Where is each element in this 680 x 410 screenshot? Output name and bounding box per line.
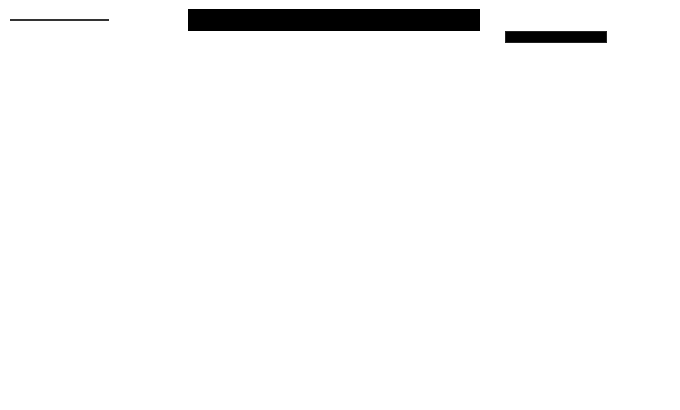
tcr-tracking-legend bbox=[505, 31, 607, 43]
table-title bbox=[189, 9, 479, 20]
legend-title bbox=[506, 32, 606, 42]
accuracy-vs-resolution-header bbox=[267, 20, 479, 30]
film-temperature-header bbox=[189, 20, 267, 30]
tcr-tracking-table bbox=[188, 9, 480, 31]
voltage-divider-table bbox=[10, 19, 109, 21]
table-header bbox=[189, 9, 479, 30]
